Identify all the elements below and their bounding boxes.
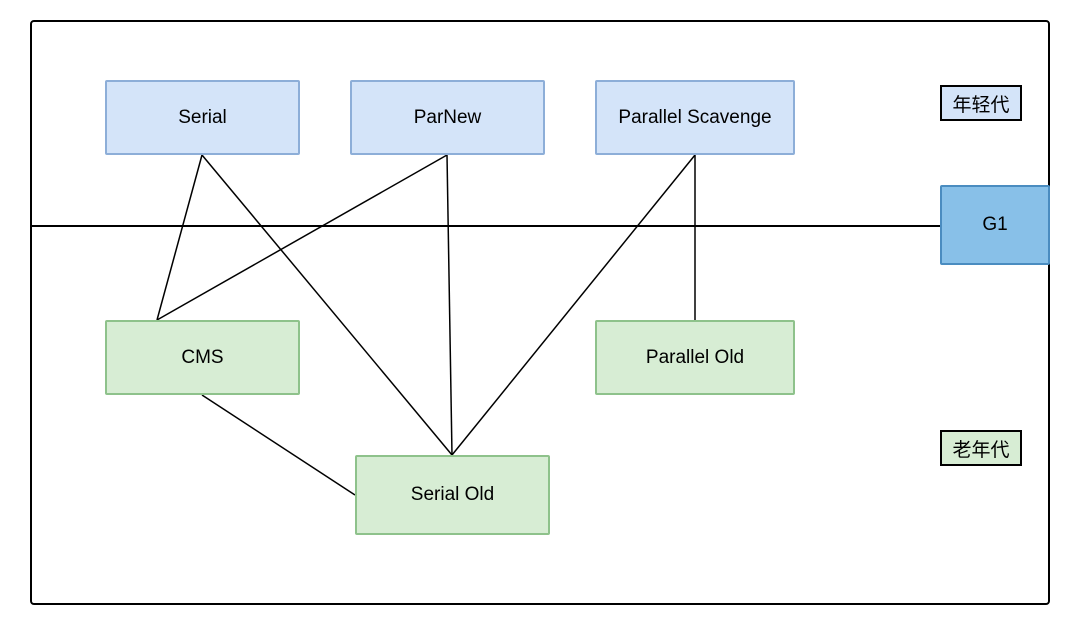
node-cms-label: CMS bbox=[181, 347, 223, 369]
legend-old-generation: 老年代 bbox=[940, 430, 1022, 466]
node-cms: CMS bbox=[105, 320, 300, 395]
node-parallelold-label: Parallel Old bbox=[646, 347, 744, 369]
node-serial-label: Serial bbox=[178, 107, 227, 129]
node-parnew-label: ParNew bbox=[414, 107, 482, 129]
node-parallel-scavenge: Parallel Scavenge bbox=[595, 80, 795, 155]
node-serialold-label: Serial Old bbox=[411, 484, 494, 506]
node-serial-old: Serial Old bbox=[355, 455, 550, 535]
legend-old-label: 老年代 bbox=[952, 435, 1009, 462]
node-g1: G1 bbox=[940, 185, 1050, 265]
node-serial: Serial bbox=[105, 80, 300, 155]
generation-divider bbox=[30, 225, 940, 227]
node-parallel-old: Parallel Old bbox=[595, 320, 795, 395]
node-parnew: ParNew bbox=[350, 80, 545, 155]
legend-young-label: 年轻代 bbox=[952, 90, 1009, 117]
legend-young-generation: 年轻代 bbox=[940, 85, 1022, 121]
node-g1-label: G1 bbox=[982, 214, 1007, 236]
node-parscav-label: Parallel Scavenge bbox=[618, 107, 771, 129]
